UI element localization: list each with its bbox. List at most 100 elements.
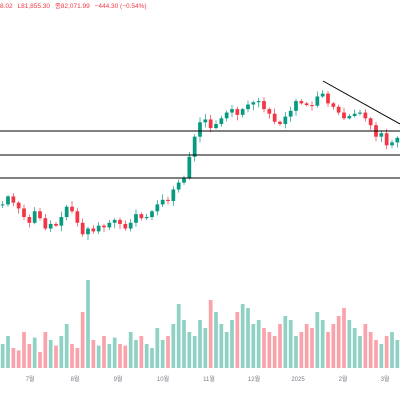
volume-bar	[16, 350, 21, 368]
time-axis-label: 8월	[71, 375, 80, 383]
candle-body	[112, 219, 117, 223]
candle-body	[75, 211, 80, 223]
volume-bar	[347, 320, 352, 368]
candle-body	[38, 211, 42, 219]
volume-bar	[379, 344, 384, 368]
time-axis-label: 2025	[291, 377, 305, 383]
candle-body	[139, 214, 144, 219]
volume-bar	[32, 337, 37, 368]
open-value: 8.02	[0, 3, 13, 10]
candle-body	[187, 156, 192, 178]
candle-body	[368, 118, 373, 126]
volume-bar	[112, 337, 117, 368]
change-value: −444.30 (−0.54%)	[94, 3, 147, 10]
candle-body	[294, 101, 298, 111]
volume-bar	[160, 340, 165, 368]
descending-trendline[interactable]	[322, 80, 400, 125]
candle-body	[128, 222, 133, 229]
volume-bar	[288, 320, 293, 368]
candle-body	[347, 116, 352, 119]
volume-bar	[214, 312, 218, 368]
volume-bar	[299, 332, 304, 368]
time-axis-label: 10월	[157, 375, 169, 383]
volume-bar	[230, 320, 234, 368]
volume-bar	[171, 324, 176, 368]
candle-body	[251, 102, 256, 105]
candle-body	[384, 133, 389, 146]
volume-bar	[219, 324, 224, 368]
volume-bar	[134, 340, 138, 368]
candle-body	[262, 101, 266, 110]
candle-body	[304, 103, 309, 106]
candle-body	[342, 112, 346, 119]
candle-body	[16, 202, 21, 209]
volume-bar	[155, 328, 160, 368]
volume-bar	[38, 352, 42, 368]
volume-bar	[128, 332, 133, 368]
candle-body	[278, 121, 282, 125]
low-value: L81,855.30	[17, 3, 51, 10]
volume-bar	[240, 304, 245, 368]
volume-bar	[75, 348, 80, 368]
volume-bar	[6, 336, 10, 368]
candle-body	[54, 223, 58, 226]
candle-body	[6, 196, 10, 205]
volume-bar	[187, 332, 192, 368]
volume-bar	[144, 344, 149, 368]
volume-bar	[294, 336, 298, 368]
volume-bar	[395, 340, 400, 368]
time-axis-label: 12월	[248, 375, 260, 383]
candle-body	[235, 109, 240, 115]
volume-bar	[198, 320, 202, 368]
candle-body	[43, 218, 48, 229]
candle-body	[315, 96, 320, 106]
volume-bar	[80, 312, 85, 368]
candle-body	[310, 105, 314, 107]
candle-body	[144, 217, 149, 219]
candle-body	[246, 104, 250, 110]
drawing-layer	[0, 80, 400, 179]
volume-bar	[363, 324, 368, 368]
candle-body	[150, 211, 154, 218]
time-axis-label: 7월	[26, 375, 35, 383]
candle-body	[219, 118, 224, 125]
candle-body	[272, 113, 277, 122]
candle-body	[118, 219, 122, 224]
volume-bar	[304, 324, 309, 368]
volume-bar	[107, 344, 112, 368]
candle-body	[208, 119, 213, 129]
time-axis: 7월 8월 9월 10월 11월 12월 2025 2월 3월	[26, 375, 390, 383]
volume-bar	[102, 336, 106, 368]
time-axis-label: 3월	[381, 375, 390, 383]
candle-body	[107, 222, 112, 228]
candle-body	[283, 116, 288, 125]
candle-body	[86, 228, 90, 235]
volume-bar	[11, 348, 16, 368]
time-axis-label: 2월	[339, 375, 348, 383]
candle-body	[230, 109, 234, 113]
candle-body	[64, 206, 69, 218]
volume-bar	[320, 320, 325, 368]
candle-body	[192, 136, 197, 157]
candle-body	[80, 222, 85, 235]
candle-body	[171, 189, 176, 201]
time-axis-label: 11월	[203, 375, 215, 383]
volume-bar	[176, 304, 181, 368]
candle-body	[182, 178, 186, 183]
candle-body	[395, 137, 400, 143]
volume-bar	[278, 324, 282, 368]
volume-bar	[256, 320, 261, 368]
volume-bar	[182, 320, 186, 368]
volume-bar	[91, 340, 96, 368]
volume-bar	[315, 312, 320, 368]
volume-bar	[246, 308, 250, 368]
candle-body	[198, 122, 202, 137]
volume-bar	[150, 348, 154, 368]
candle-body	[160, 199, 165, 205]
volume-bar	[390, 332, 394, 368]
candle-body	[59, 217, 64, 226]
time-axis-label: 9월	[114, 375, 123, 383]
candle-body	[390, 142, 394, 146]
volume-bar	[59, 336, 64, 368]
